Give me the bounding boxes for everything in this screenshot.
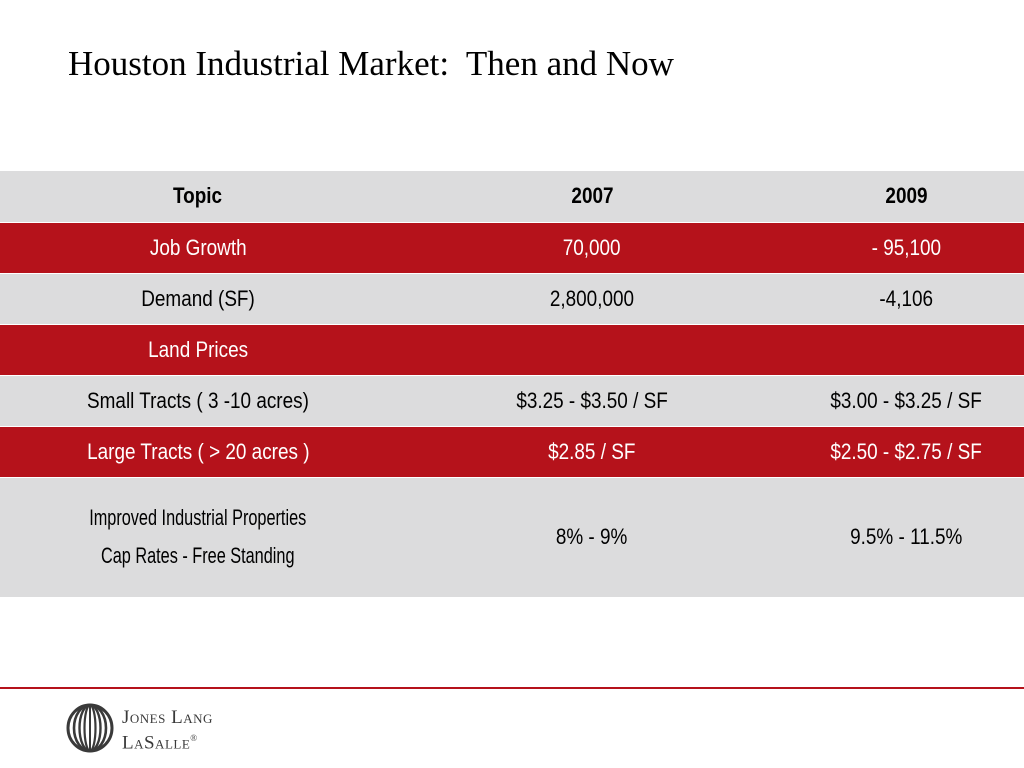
cell-2007: 8% - 9%: [396, 476, 788, 597]
cell-2009: 9.5% - 11.5%: [788, 476, 1024, 597]
company-logo-text: Jones Lang LaSalle®: [122, 708, 213, 753]
cell-2009: $2.50 - $2.75 / SF: [788, 425, 1024, 477]
jones-lang-lasalle-logo-icon: [66, 703, 114, 753]
cell-topic-line-1: Improved Industrial Properties: [89, 505, 307, 531]
registered-mark: ®: [190, 733, 198, 743]
cell-2009: - 95,100: [788, 221, 1024, 273]
cell-2007: $3.25 - $3.50 / SF: [396, 374, 788, 426]
column-header-2009: 2009: [884, 183, 928, 209]
cell-2009: -4,106: [788, 272, 1024, 324]
table-row-small-tracts: Small Tracts ( 3 -10 acres) $3.25 - $3.5…: [0, 374, 1024, 426]
column-header-topic: Topic: [173, 183, 223, 209]
cell-topic: Small Tracts ( 3 -10 acres): [0, 374, 396, 426]
cell-2007: 70,000: [396, 221, 788, 273]
table-row-large-tracts: Large Tracts ( > 20 acres ) $2.85 / SF $…: [0, 425, 1024, 477]
cell-topic: Demand (SF): [0, 272, 396, 324]
column-header-2007: 2007: [570, 183, 614, 209]
cell-topic-line-2: Cap Rates - Free Standing: [101, 543, 295, 569]
cell-topic: Large Tracts ( > 20 acres ): [0, 425, 396, 477]
cell-2007: $2.85 / SF: [396, 425, 788, 477]
cell-2009: [788, 323, 1024, 375]
table-row-demand: Demand (SF) 2,800,000 -4,106: [0, 272, 1024, 324]
comparison-table: Topic 2007 2009 Job Growth 70,000 - 95,1…: [0, 171, 1024, 597]
footer-divider: [0, 687, 1024, 689]
cell-topic: Land Prices: [0, 323, 396, 375]
table-header-row: Topic 2007 2009: [0, 171, 1024, 222]
cell-2007: [396, 323, 788, 375]
page-title: Houston Industrial Market: Then and Now: [68, 44, 674, 83]
table-row-cap-rates: Improved Industrial Properties Cap Rates…: [0, 476, 1024, 597]
cell-topic: Improved Industrial Properties Cap Rates…: [0, 476, 396, 597]
logo-line-1: Jones Lang: [122, 707, 213, 728]
table-row-job-growth: Job Growth 70,000 - 95,100: [0, 221, 1024, 273]
cell-2009: $3.00 - $3.25 / SF: [788, 374, 1024, 426]
logo-line-2: LaSalle®: [122, 732, 198, 754]
cell-2007: 2,800,000: [396, 272, 788, 324]
table-row-land-prices: Land Prices: [0, 323, 1024, 375]
cell-topic: Job Growth: [0, 221, 396, 273]
